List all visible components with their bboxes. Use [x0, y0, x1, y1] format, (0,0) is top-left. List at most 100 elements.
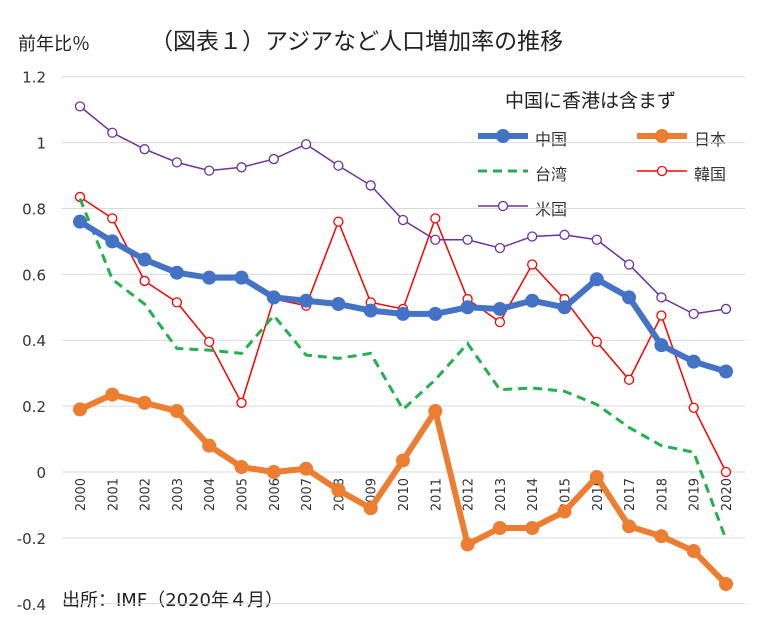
data-point [73, 402, 87, 417]
data-point [107, 213, 118, 224]
series-日本 [73, 387, 733, 591]
data-point [169, 404, 184, 419]
data-point [688, 402, 699, 413]
data-point [654, 338, 669, 353]
data-point [527, 231, 538, 242]
series-韓国 [74, 191, 732, 478]
data-point [236, 162, 247, 173]
data-point [720, 466, 732, 478]
data-point [430, 213, 441, 224]
data-point [396, 453, 410, 468]
x-tick-label: 2000 [74, 478, 89, 511]
data-point [527, 259, 538, 270]
data-point [656, 310, 667, 321]
data-point [268, 153, 279, 165]
data-point [428, 404, 443, 419]
data-point [557, 504, 572, 519]
x-tick-label: 2001 [106, 478, 121, 511]
data-point [559, 229, 570, 240]
legend-swatch-韓国 [637, 165, 687, 177]
y-tick-label: 0.6 [22, 266, 46, 284]
legend-swatch-米国 [478, 200, 528, 212]
data-point [591, 336, 602, 348]
data-point [589, 469, 604, 484]
data-point [460, 537, 475, 552]
legend-label-korea: 韓国 [694, 165, 727, 184]
x-tick-label: 2002 [139, 478, 154, 511]
chart-title: （図表１）アジアなど人口増加率の推移 [150, 29, 564, 55]
data-point [107, 127, 118, 138]
x-tick-label: 2010 [397, 478, 412, 511]
legend-marker [497, 200, 509, 212]
data-point [137, 252, 152, 267]
y-tick-label: -0.4 [17, 596, 46, 614]
data-point [331, 297, 346, 312]
data-point [623, 259, 635, 270]
x-tick-label: 2011 [429, 478, 444, 511]
data-point [299, 461, 314, 476]
data-point [169, 265, 184, 280]
data-point [266, 290, 281, 305]
x-tick-label: 2017 [623, 478, 638, 511]
data-point [428, 306, 443, 321]
x-tick-label: 2018 [655, 478, 670, 511]
data-point [720, 303, 732, 315]
data-point [204, 165, 215, 176]
data-point [234, 270, 249, 285]
data-point [589, 272, 604, 287]
series-米国 [74, 101, 732, 320]
data-point [139, 275, 150, 287]
series-line [79, 105, 727, 315]
data-point [333, 160, 344, 171]
data-point [396, 306, 410, 321]
data-point [363, 303, 378, 318]
data-point [397, 214, 409, 226]
x-tick-label: 2019 [688, 478, 703, 511]
legend-swatch-日本 [637, 129, 687, 143]
series-台湾 [78, 198, 728, 541]
data-point [363, 501, 378, 516]
x-tick-label: 2003 [171, 478, 186, 511]
y-tick-label: 1.2 [22, 69, 46, 87]
data-point [623, 374, 635, 385]
data-point [73, 214, 87, 229]
data-point [202, 270, 217, 285]
data-point [234, 460, 249, 475]
y-tick-label: 1 [36, 135, 46, 153]
data-point [622, 519, 637, 534]
data-point [430, 234, 441, 245]
legend-label-japan: 日本 [694, 130, 727, 149]
series-line [79, 196, 727, 473]
data-point [654, 529, 669, 544]
data-point [494, 242, 506, 254]
y-tick-label: 0.2 [22, 398, 46, 416]
legend-label-taiwan: 台湾 [535, 165, 568, 184]
data-point [333, 216, 344, 227]
legend-marker [496, 129, 510, 143]
series-中国 [73, 214, 733, 379]
data-point [492, 520, 507, 535]
data-point [686, 544, 701, 559]
x-tick-label: 2014 [526, 478, 541, 511]
legend-swatch-中国 [478, 129, 528, 143]
data-point [462, 234, 473, 245]
legend-marker [656, 165, 668, 177]
y-axis-label: 前年比％ [18, 34, 90, 55]
data-point [105, 234, 120, 249]
x-tick-label: 2013 [494, 478, 509, 511]
x-tick-label: 2005 [236, 478, 251, 511]
data-point [171, 297, 183, 308]
data-point [331, 483, 346, 498]
data-point [656, 292, 667, 303]
data-point [460, 300, 475, 315]
x-tick-label: 2006 [268, 478, 283, 511]
data-point [622, 290, 637, 305]
data-point [591, 234, 602, 245]
legend-label-china: 中国 [535, 130, 568, 149]
data-point [686, 354, 701, 369]
data-point [202, 438, 217, 453]
data-point [105, 387, 120, 402]
series-line [78, 198, 728, 541]
data-point [557, 300, 572, 315]
